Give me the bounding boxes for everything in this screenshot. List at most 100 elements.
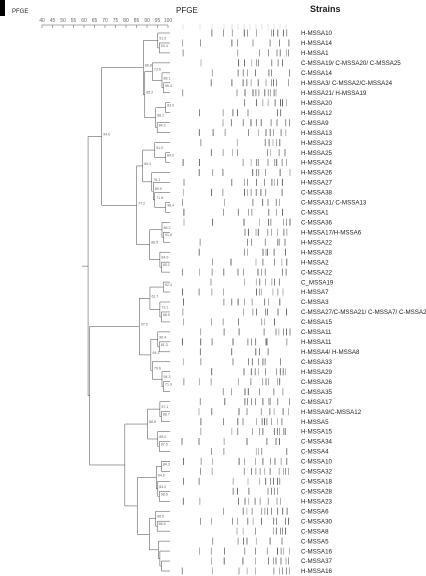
similarity-scale: 40 45 50 55 60 65 70 75 80 85 90 95 100 <box>39 18 172 28</box>
strain-label: C-MSSA30 <box>301 518 333 525</box>
strain-label: H-MSSA1 <box>301 50 329 57</box>
node-value: 91.0 <box>156 146 163 150</box>
node-value: 80.1 <box>163 263 170 267</box>
strain-label: H-MSSA13 <box>301 130 333 137</box>
strain-label: H-MSSA7 <box>301 289 329 296</box>
strain-label: C-MSSA8 <box>301 528 329 535</box>
strains-title: Strains <box>310 4 341 14</box>
node-value: 83.0 <box>167 104 174 108</box>
node-value: 97.1 <box>161 405 168 409</box>
node-value: 91.8 <box>165 233 172 237</box>
strain-label: C-MSSA38 <box>301 190 333 197</box>
strain-label: C-MSSA26 <box>301 379 333 386</box>
node-value: 94.3 <box>152 351 159 355</box>
strain-label: C-MSSA18 <box>301 479 333 486</box>
strain-label: C-MSSA33 <box>301 359 333 366</box>
node-value: 91.5 <box>159 36 166 40</box>
strain-label: H-MSSA3/ C-MSSA2/C-MSSA24 <box>301 80 393 87</box>
node-value: 88.8 <box>149 420 156 424</box>
strain-label: H-MSSA24 <box>301 160 333 167</box>
node-value: 86.5 <box>157 515 164 519</box>
strain-label: C-MSSA27/C-MSSA21/ C-MSSA7/ C-MSSA23 <box>301 309 426 316</box>
node-value: 94.4 <box>161 44 168 48</box>
scale-title: PFGE <box>12 9 28 15</box>
strain-label: C-MSSA6 <box>301 508 329 515</box>
strain-label: C-MSSA31/ C-MSSA13 <box>301 200 367 207</box>
strain-label: C-MSSA3 <box>301 299 329 306</box>
strain-label: C_MSSA19 <box>301 279 334 286</box>
gel-title: PFGE <box>176 6 198 15</box>
node-value: 90.4 <box>159 335 166 339</box>
strain-label: C-MSSA36 <box>301 219 333 226</box>
strain-label: H-MSSA22 <box>301 239 333 246</box>
strain-label: C-MSSA15 <box>301 319 333 326</box>
node-value: 77.2 <box>138 201 145 205</box>
scale-tick-label: 85 <box>134 18 140 24</box>
strain-label: H-MSSA4/ H-MSSA8 <box>301 349 360 356</box>
node-value: 85.0 <box>159 435 166 439</box>
strain-label: C-MSSA35 <box>301 389 333 396</box>
strain-label: H-MSSA29 <box>301 369 333 376</box>
scale-tick-label: 60 <box>81 18 87 24</box>
node-value: 88.0 <box>163 313 170 317</box>
strain-label: H-MSSA9/C-MSSA12 <box>301 409 362 416</box>
strain-label: H-MSSA12 <box>301 110 333 117</box>
strain-label: H-MSSA21/ H-MSSA19 <box>301 90 367 97</box>
strain-label: C-MSSA34 <box>301 439 333 446</box>
node-value: 73.6 <box>154 68 161 72</box>
edge-marker <box>0 0 5 16</box>
scale-tick-label: 100 <box>164 18 173 24</box>
node-value: 86.2 <box>163 226 170 230</box>
scale-tick-label: 50 <box>60 18 66 24</box>
node-value: 88.7 <box>163 413 170 417</box>
node-value: 94.6 <box>158 474 165 478</box>
node-value: 86.8 <box>145 64 152 68</box>
node-value: 88.5 <box>151 241 158 245</box>
strain-label: H-MSSA25 <box>301 150 333 157</box>
node-value: 79.6 <box>154 366 161 370</box>
strain-label: H-MSSA2 <box>301 259 329 266</box>
scale-tick-label: 90 <box>144 18 150 24</box>
scale-tick-label: 65 <box>92 18 98 24</box>
strain-label: C-MSSA22 <box>301 269 333 276</box>
strain-label: C-MSSA37 <box>301 558 333 565</box>
strain-labels: H-MSSA10 H-MSSA14 H-MSSA1 C-MSSA19/ C-MSSA2… <box>301 30 426 575</box>
node-value: 89.9 <box>155 187 162 191</box>
strain-label: H-MSSA15 <box>301 429 333 436</box>
node-value: 61.7 <box>151 294 158 298</box>
node-value: 71.9 <box>165 383 172 387</box>
strain-label: H-MSSA10 <box>301 30 333 37</box>
strain-label: C-MSSA32 <box>301 469 333 476</box>
strain-label: C-MSSA16 <box>301 548 333 555</box>
strain-label: C-MSSA28 <box>301 488 333 495</box>
strain-label: H-MSSA11 <box>301 339 332 346</box>
node-value: 96.4 <box>165 84 172 88</box>
strain-label: C-MSSA19/ C-MSSA20/ C-MSSA25 <box>301 60 401 67</box>
scale-tick-label: 95 <box>155 18 161 24</box>
scale-tick-label: 45 <box>50 18 56 24</box>
scale-tick-label: 75 <box>113 18 119 24</box>
scale-tick-label: 55 <box>71 18 77 24</box>
node-values: 94.4 91.5 96.4 88.173.6 83.0 84.2 88.2 85.2 86.8… <box>103 36 174 526</box>
node-value: 87.5 <box>161 442 168 446</box>
node-value: 66.5 <box>159 522 166 526</box>
node-value: 73.1 <box>161 305 168 309</box>
strain-label: C-MSSA14 <box>301 70 333 77</box>
node-value: 84.2 <box>159 124 166 128</box>
node-value: 92.3 <box>165 283 172 287</box>
node-value: 98.4 <box>167 203 174 207</box>
strain-label: H-MSSA20 <box>301 100 333 107</box>
strain-label: H-MSSA16 <box>301 568 333 575</box>
strain-label: H-MSSA23 <box>301 140 333 147</box>
node-value: 84.0 <box>161 256 168 260</box>
strain-label: H-MSSA17/H-MSSA6 <box>301 229 362 236</box>
strain-label: C-MSSA1 <box>301 210 329 217</box>
gel-header-markers <box>182 24 287 30</box>
node-value: 69.3 <box>144 162 151 166</box>
node-value: 88.2 <box>157 114 164 118</box>
strain-label: C-MSSA10 <box>301 459 333 466</box>
node-value: 98.5 <box>161 492 168 496</box>
strain-label: C-MSSA11 <box>301 329 332 336</box>
node-value: 94.3 <box>163 375 170 379</box>
